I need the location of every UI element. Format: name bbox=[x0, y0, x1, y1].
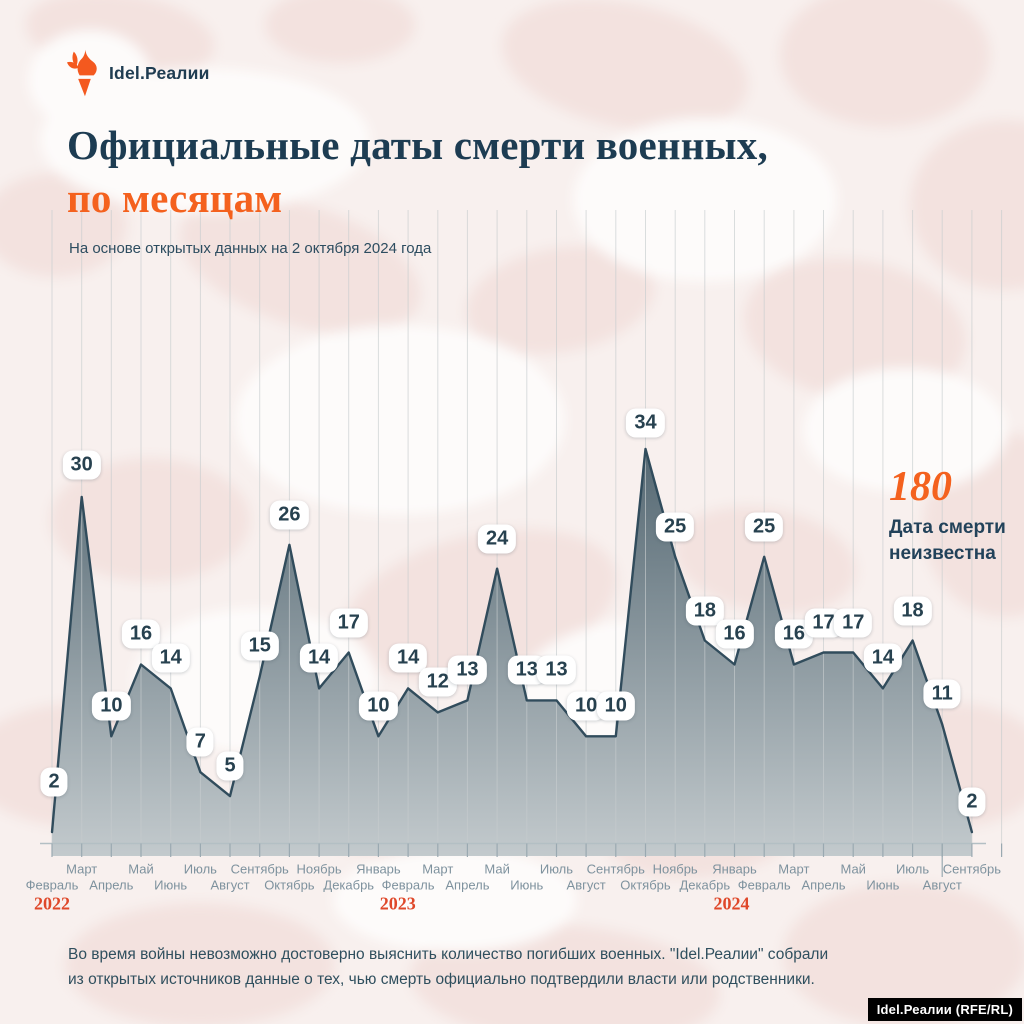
month-label: Июль bbox=[539, 861, 574, 877]
logo: Idel.Реалии bbox=[67, 49, 210, 97]
month-label: Октябрь bbox=[620, 877, 671, 892]
month-label: Июль bbox=[895, 861, 930, 877]
footnote-line-1: Во время войны невозможно достоверно выя… bbox=[68, 946, 829, 963]
month-label: Май bbox=[840, 861, 866, 877]
unknown-death-label: Дата смерти неизвестна bbox=[889, 517, 1006, 564]
month-label: Ноябрь bbox=[296, 861, 342, 877]
month-label: Февраль bbox=[25, 877, 79, 892]
footnote-line-2: из открытых источников данные о тех, чью… bbox=[68, 971, 815, 988]
month-label: Июль bbox=[183, 861, 217, 877]
month-label: Апрель bbox=[445, 877, 490, 892]
data-label-chip: 17 bbox=[329, 608, 368, 637]
month-label: Март bbox=[422, 861, 454, 877]
month-label: Май bbox=[128, 861, 154, 877]
data-label-chip: 16 bbox=[715, 619, 754, 649]
subtitle: На основе открытых данных на 2 октября 2… bbox=[69, 240, 432, 257]
data-label-chip: 24 bbox=[477, 524, 517, 554]
title-line-2: по месяцам bbox=[67, 175, 283, 221]
month-label: Октябрь bbox=[264, 877, 315, 892]
data-label-chip: 16 bbox=[121, 619, 161, 649]
year-label: 2022 bbox=[34, 893, 70, 914]
data-label-chip: 2 bbox=[958, 787, 986, 817]
data-label-chip: 5 bbox=[216, 751, 244, 781]
data-label-chip: 14 bbox=[863, 643, 902, 673]
data-label-chip: 13 bbox=[537, 655, 576, 685]
month-label: Август bbox=[210, 877, 250, 892]
month-label: Январь bbox=[356, 861, 401, 877]
month-label: Март bbox=[778, 861, 810, 877]
data-label-chip: 14 bbox=[151, 643, 190, 673]
month-label: Декабрь bbox=[679, 877, 731, 892]
data-line bbox=[50, 447, 974, 834]
footnote: Во время войны невозможно достоверно выя… bbox=[68, 942, 828, 992]
unknown-death-count: 180 bbox=[889, 464, 952, 510]
month-label: Июнь bbox=[866, 877, 900, 892]
month-label: Февраль bbox=[737, 877, 791, 892]
data-label-chip: 25 bbox=[656, 512, 695, 542]
month-label: Апрель bbox=[801, 877, 846, 892]
data-label-chip: 18 bbox=[685, 596, 724, 626]
data-label-chip: 10 bbox=[596, 691, 635, 721]
month-label: Ноябрь bbox=[652, 861, 698, 877]
data-label-chip: 18 bbox=[893, 596, 932, 626]
gridlines bbox=[51, 210, 1003, 856]
area-fill bbox=[52, 449, 972, 856]
data-label-chip: 17 bbox=[834, 608, 873, 637]
data-label-chip: 25 bbox=[745, 512, 784, 542]
month-label: Август bbox=[922, 877, 962, 892]
month-label: Сентябрь bbox=[586, 861, 645, 877]
data-label-chip: 13 bbox=[448, 655, 487, 685]
month-label: Июнь bbox=[154, 877, 188, 892]
data-label-chip: 26 bbox=[270, 500, 309, 530]
logo-text: Idel.Реалии bbox=[109, 62, 210, 83]
month-label: Апрель bbox=[89, 877, 134, 892]
month-label: Декабрь bbox=[323, 877, 375, 892]
axis-ticks bbox=[51, 843, 1003, 857]
month-label: Март bbox=[66, 861, 98, 877]
source-badge: Idel.Реалии (RFE/RL) bbox=[867, 998, 1022, 1021]
page-title: Официальные даты смерти военных, по месяц… bbox=[67, 119, 967, 225]
torch-icon bbox=[67, 49, 97, 97]
month-label: Май bbox=[484, 861, 510, 877]
data-label-chip: 10 bbox=[92, 691, 131, 721]
data-label-chip: 10 bbox=[359, 691, 398, 721]
data-label-chip: 14 bbox=[388, 643, 428, 673]
data-label-chip: 2 bbox=[40, 767, 68, 797]
month-label: Июнь bbox=[510, 877, 544, 892]
month-label: Февраль bbox=[381, 877, 435, 892]
month-label: Сентябрь bbox=[230, 861, 289, 877]
month-label: Август bbox=[566, 877, 606, 892]
data-label-chip: 15 bbox=[240, 631, 279, 661]
month-label: Сентябрь bbox=[942, 861, 1002, 877]
data-label-chip: 30 bbox=[62, 450, 101, 480]
data-label-chip: 11 bbox=[923, 679, 961, 709]
year-label: 2024 bbox=[713, 893, 750, 914]
unknown-death-annotation: 180 Дата смерти неизвестна bbox=[889, 466, 1021, 567]
title-line-1: Официальные даты смерти военных, bbox=[67, 122, 768, 168]
data-label-chip: 7 bbox=[186, 727, 214, 757]
data-label-chip: 14 bbox=[299, 643, 339, 673]
data-label-chip: 34 bbox=[626, 408, 665, 438]
year-label: 2023 bbox=[379, 893, 416, 914]
month-label: Январь bbox=[712, 861, 757, 877]
